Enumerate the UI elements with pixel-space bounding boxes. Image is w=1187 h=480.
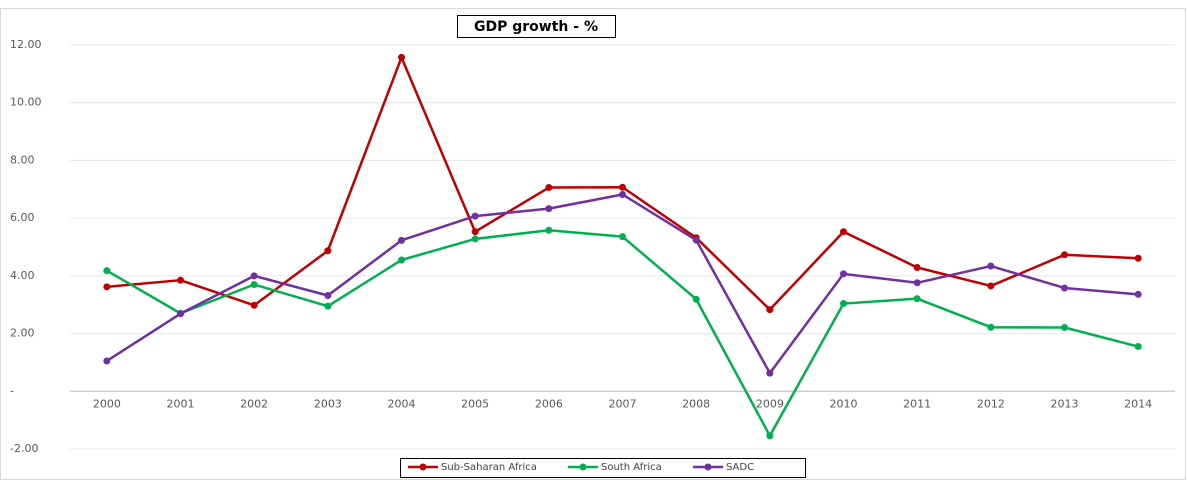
point <box>840 300 847 308</box>
y-tick-label: 12.00 <box>10 38 42 51</box>
point <box>1134 343 1142 351</box>
x-tick-label: 2008 <box>682 397 710 410</box>
point <box>1134 254 1142 262</box>
point <box>619 233 626 241</box>
chart-border <box>0 8 1186 480</box>
point <box>913 279 921 287</box>
point <box>398 53 405 61</box>
x-tick-label: 2006 <box>535 397 563 410</box>
point <box>471 212 479 220</box>
point <box>1061 251 1068 259</box>
x-tick-label: 2013 <box>1051 397 1079 410</box>
point <box>324 247 332 255</box>
point <box>177 276 184 284</box>
point <box>471 228 479 236</box>
point <box>766 432 774 440</box>
legend-marker <box>704 463 712 471</box>
legend-marker <box>419 463 427 471</box>
point <box>545 205 553 213</box>
x-tick-label: 2004 <box>388 397 416 410</box>
title-box <box>457 15 616 38</box>
point <box>987 323 995 331</box>
x-tick-label: 2011 <box>903 397 931 410</box>
x-tick-label: 2014 <box>1124 397 1152 410</box>
point <box>766 306 774 314</box>
legend-label: South Africa <box>601 462 662 473</box>
point <box>177 310 184 318</box>
point <box>840 228 847 236</box>
legend-box <box>400 458 806 478</box>
x-tick-label: 2002 <box>240 397 268 410</box>
point <box>324 302 332 310</box>
point <box>987 262 995 270</box>
point <box>250 281 258 289</box>
x-tick-label: 2005 <box>461 397 489 410</box>
chart-title: GDP growth - % <box>474 19 598 35</box>
point <box>987 282 995 290</box>
y-tick-label: 2.00 <box>10 327 35 340</box>
x-tick-label: 2000 <box>93 397 121 410</box>
y-tick-label: 6.00 <box>10 211 35 224</box>
point <box>692 295 700 303</box>
x-tick-label: 2012 <box>977 397 1005 410</box>
point <box>692 236 700 244</box>
point <box>545 184 553 192</box>
point <box>103 283 111 291</box>
point <box>1061 324 1068 332</box>
y-tick-label: 8.00 <box>10 153 35 166</box>
x-tick-label: 2003 <box>314 397 342 410</box>
point <box>398 256 405 264</box>
point <box>913 263 921 271</box>
y-tick-label: - <box>10 384 14 397</box>
y-tick-label: 10.00 <box>10 96 42 109</box>
y-tick-label: 4.00 <box>10 269 35 282</box>
y-tick-label: -2.00 <box>10 442 38 455</box>
x-tick-label: 2009 <box>756 397 784 410</box>
point <box>545 226 553 234</box>
x-tick-label: 2001 <box>167 397 195 410</box>
legend-label: Sub-Saharan Africa <box>441 462 537 473</box>
point <box>103 357 111 365</box>
point <box>398 236 405 244</box>
point <box>1061 284 1068 292</box>
point <box>103 267 111 275</box>
point <box>619 190 626 198</box>
point <box>913 295 921 303</box>
point <box>324 291 332 299</box>
x-tick-label: 2007 <box>609 397 637 410</box>
point <box>1134 290 1142 298</box>
point <box>250 272 258 280</box>
point <box>766 369 774 377</box>
legend-label: SADC <box>726 462 754 473</box>
point <box>840 270 847 278</box>
point <box>471 235 479 243</box>
point <box>250 301 258 309</box>
legend-marker <box>579 463 587 471</box>
x-tick-label: 2010 <box>830 397 858 410</box>
point <box>619 183 626 191</box>
